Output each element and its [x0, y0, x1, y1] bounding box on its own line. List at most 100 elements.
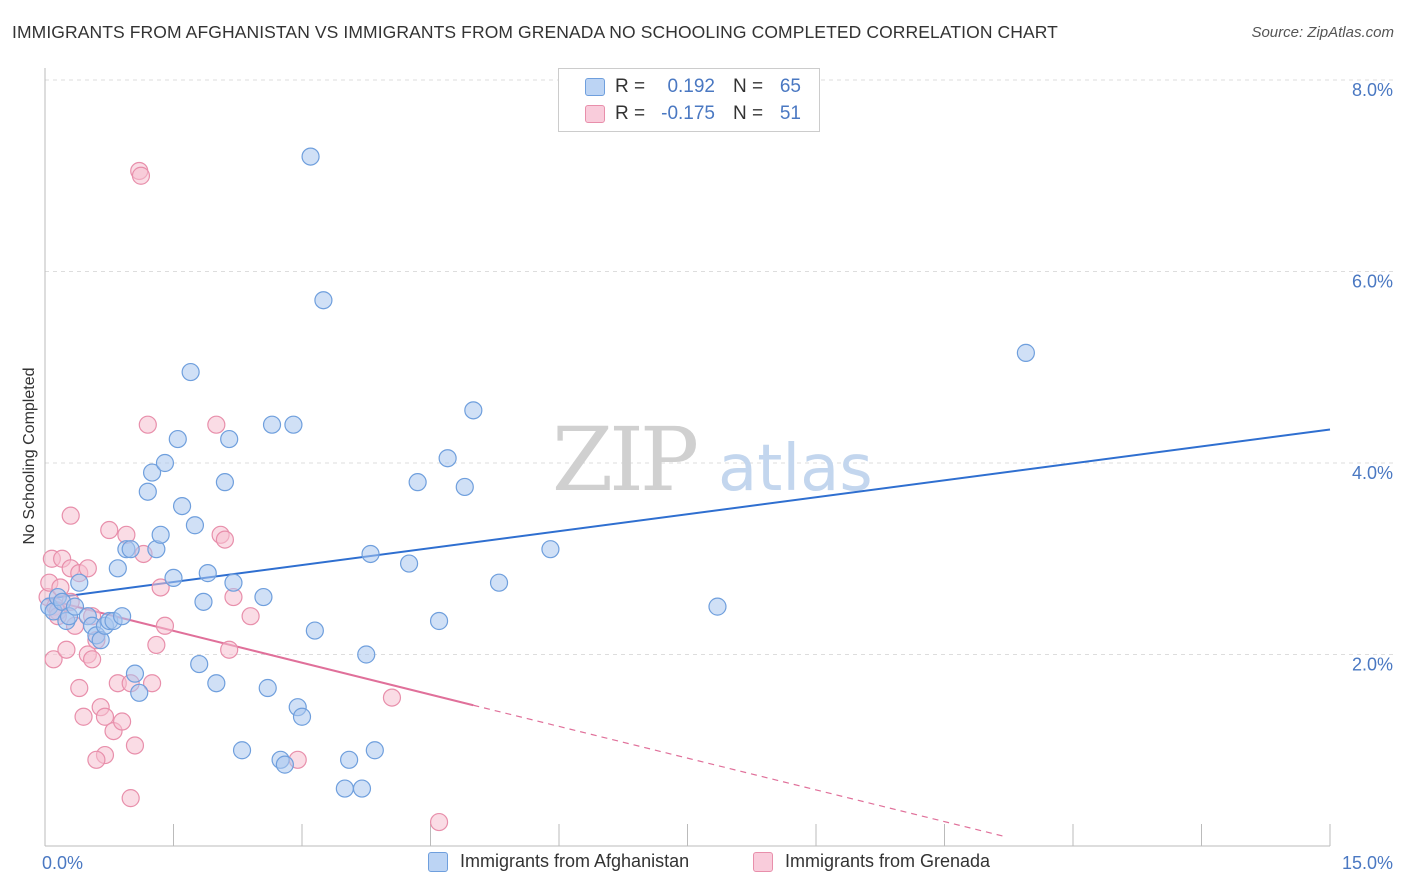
afghanistan-point [121, 540, 140, 559]
afghanistan-point [70, 573, 89, 592]
chart-source: Source: ZipAtlas.com [1251, 24, 1394, 41]
afghanistan-point [365, 741, 384, 760]
afghanistan-point [258, 678, 277, 698]
legend-r-value: 0.192 [667, 76, 715, 97]
legend-swatch-blue [428, 851, 448, 872]
afghanistan-point [340, 750, 359, 769]
legend-n-value: 51 [779, 103, 801, 124]
afghanistan-point [254, 587, 273, 607]
legend-n-value: 65 [779, 76, 801, 97]
grenada-point [142, 674, 162, 693]
data-points [38, 147, 1035, 832]
grenada-point [151, 578, 170, 597]
afghanistan-point [305, 621, 324, 640]
y-tick-label: 8.0% [1352, 80, 1393, 100]
afghanistan-point [138, 482, 157, 501]
grenada-point [155, 616, 175, 635]
afghanistan-point [429, 611, 449, 631]
afghanistan-point [181, 362, 200, 382]
afghanistan-point [168, 429, 187, 449]
grenada-point [125, 736, 145, 755]
legend-r-value: -0.175 [661, 103, 715, 124]
afghanistan-point [489, 573, 509, 592]
afghanistan-point [65, 597, 85, 616]
tick-labels: 2.0% 4.0% 6.0% 8.0% 0.0% 15.0% [42, 80, 1393, 873]
legend-item-grenada[interactable]: Immigrants from Grenada [753, 851, 990, 872]
legend-item-afghanistan[interactable]: Immigrants from Afghanistan [428, 851, 689, 872]
legend-row-grenada: R = -0.175 N = 51 [585, 101, 801, 127]
x-tick-label: 15.0% [1342, 853, 1393, 873]
afghanistan-point [408, 473, 427, 492]
afghanistan-point [438, 449, 457, 468]
watermark-atlas: atlas [718, 432, 873, 506]
afghanistan-point [142, 463, 162, 482]
grenada-point [207, 415, 226, 434]
grenada-point [215, 530, 234, 549]
y-axis-label: No Schooling Completed [21, 368, 38, 545]
grenada-point [70, 678, 89, 698]
legend-n-label: N = [733, 103, 764, 124]
grenada-point [100, 520, 119, 540]
legend-label-afghanistan: Immigrants from Afghanistan [460, 851, 690, 871]
gridlines [45, 79, 1393, 655]
legend-n-label: N = [733, 76, 764, 97]
grenada-point [220, 640, 239, 659]
afghanistan-point [224, 573, 243, 592]
afghanistan-point [198, 564, 217, 583]
afghanistan-point [190, 654, 209, 674]
chart-title: IMMIGRANTS FROM AFGHANISTAN VS IMMIGRANT… [12, 22, 1058, 42]
y-tick-label: 4.0% [1352, 463, 1393, 483]
afghanistan-point [125, 664, 145, 683]
grenada-point [131, 166, 151, 185]
legend-r-label: R = [615, 76, 646, 97]
x-tick-label: 0.0% [42, 853, 83, 873]
grenada-point [382, 688, 402, 707]
afghanistan-point [335, 779, 354, 798]
afghanistan-point [164, 568, 183, 588]
legend-row-afghanistan: R = 0.192 N = 65 [585, 74, 801, 100]
grenada-point [83, 650, 102, 669]
afghanistan-point [194, 592, 213, 611]
series-legend: Immigrants from Afghanistan Immigrants f… [0, 851, 1406, 879]
grenada-point [87, 750, 106, 769]
afghanistan-point [464, 401, 483, 420]
afghanistan-point [314, 291, 333, 310]
y-tick-label: 2.0% [1352, 655, 1393, 675]
afghanistan-point [357, 645, 376, 664]
afghanistan-point [108, 559, 127, 578]
afghanistan-point [455, 477, 474, 497]
afghanistan-trend-line [44, 428, 1331, 600]
grenada-point [61, 506, 80, 525]
grenada-point [78, 559, 97, 578]
afghanistan-point [541, 540, 560, 559]
afghanistan-point [361, 544, 380, 564]
afghanistan-point [399, 554, 419, 573]
afghanistan-point [130, 683, 149, 702]
grenada-point [429, 812, 449, 832]
watermark-zip: ZIP [552, 408, 697, 511]
afghanistan-point [207, 674, 226, 693]
legend-swatch-pink [585, 105, 605, 123]
afghanistan-point [232, 741, 252, 760]
grenada-point [44, 650, 63, 669]
afghanistan-point [1016, 343, 1035, 362]
afghanistan-point [292, 707, 312, 726]
watermark: ZIP atlas [552, 408, 873, 511]
grenada-point [138, 415, 157, 434]
grenada-point [241, 607, 260, 626]
axes [44, 68, 1331, 847]
afghanistan-point [275, 755, 294, 774]
correlation-legend: R = 0.192 N = 65 R = -0.175 N = 51 [558, 68, 820, 132]
afghanistan-point [155, 453, 175, 473]
afghanistan-point [215, 473, 234, 492]
afghanistan-point [112, 607, 132, 626]
grenada-point [147, 635, 166, 655]
grenada-point [57, 640, 76, 659]
legend-swatch-pink [753, 851, 773, 872]
grenada-point [95, 707, 115, 726]
afghanistan-point [708, 597, 727, 616]
afghanistan-point [220, 429, 239, 449]
grenada-trend-extension [473, 704, 1005, 838]
grenada-point [112, 712, 132, 731]
